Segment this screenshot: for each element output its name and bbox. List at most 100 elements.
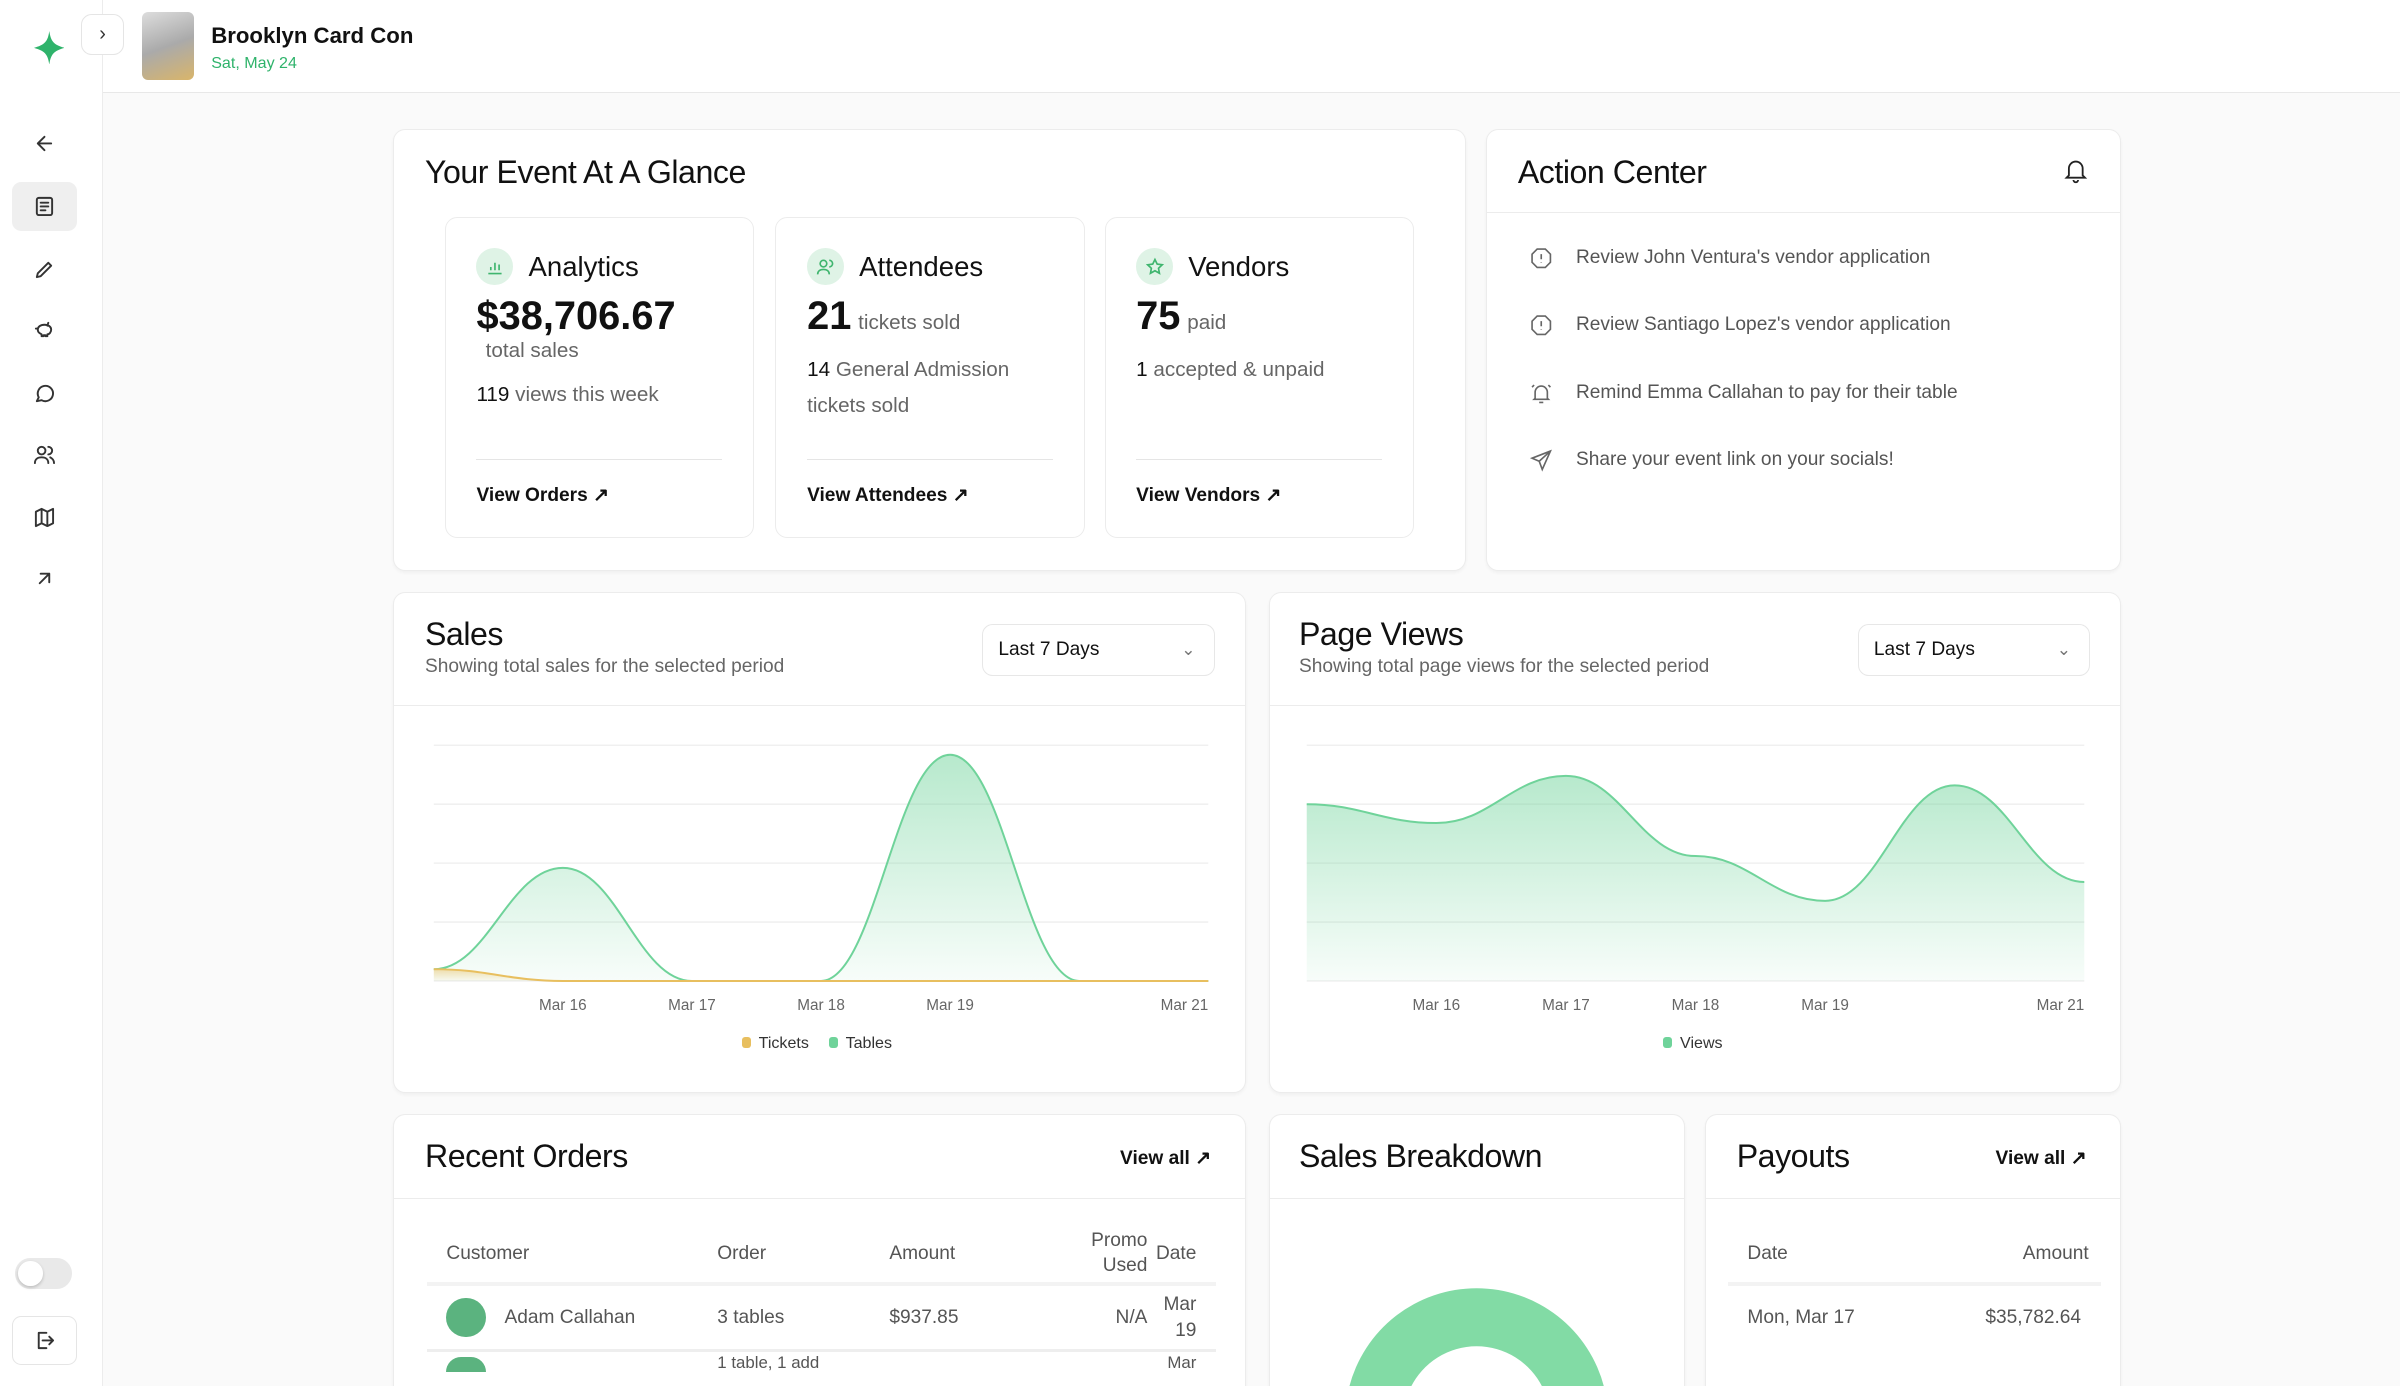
legend-item[interactable]: Views	[1663, 1034, 1723, 1053]
view-all-label: View all	[1995, 1147, 2066, 1169]
logout-icon[interactable]	[12, 1316, 77, 1366]
sales-breakdown-card: Sales Breakdown	[1268, 1114, 1686, 1386]
pencil-icon[interactable]	[12, 245, 76, 294]
header: › Brooklyn Card Con Sat, May 24	[81, 0, 2400, 94]
expand-sidebar-button[interactable]: ›	[81, 13, 124, 56]
payouts-table: Date Amount Mon, Mar 17 $35,782.64	[1727, 1225, 2101, 1351]
action-center-title: Action Center	[1517, 154, 1707, 191]
view-attendees-link[interactable]: View Attendees ↗	[807, 458, 1054, 507]
series-line-views	[1306, 774, 2085, 902]
bell-ring-icon	[1530, 384, 1551, 403]
table-row[interactable]: Mon, Mar 17 $35,782.64	[1728, 1284, 2101, 1351]
col-amount: Amount	[889, 1242, 956, 1264]
legend-swatch	[1663, 1037, 1673, 1049]
action-item[interactable]: Review Santiago Lopez's vendor applicati…	[1529, 313, 1951, 337]
page-views-title: Page Views	[1298, 616, 1464, 653]
legend-label: Tables	[845, 1034, 893, 1053]
order-amount: $937.85	[889, 1306, 959, 1328]
arrow-up-right-icon: ↗	[1265, 484, 1282, 506]
sales-range-select[interactable]: Last 7 Days ⌄	[982, 623, 1215, 676]
x-tick-label: Mar 19	[927, 997, 975, 1013]
attendees-title: Attendees	[859, 250, 984, 282]
total-sales-value: $38,706.67	[476, 294, 676, 339]
legend-label: Views	[1680, 1034, 1723, 1053]
event-thumbnail[interactable]	[142, 12, 195, 80]
action-text: Share your event link on your socials!	[1575, 449, 1894, 471]
event-glance-card: Your Event At A Glance Analytics $38,706…	[393, 128, 1467, 571]
view-vendors-label: View Vendors	[1136, 484, 1261, 506]
ga-value: 14	[807, 357, 831, 381]
divider	[1269, 1197, 1685, 1199]
vendors-title: Vendors	[1188, 250, 1290, 282]
action-item[interactable]: Share your event link on your socials!	[1529, 448, 1894, 472]
col-promo: Promo Used	[1091, 1230, 1148, 1276]
legend-item[interactable]: Tables	[828, 1034, 893, 1053]
divider	[1269, 705, 2121, 706]
col-date: Date	[1155, 1242, 1197, 1264]
payouts-view-all-link[interactable]: View all ↗	[1996, 1146, 2087, 1170]
view-all-label: View all	[1120, 1147, 1190, 1169]
send-icon	[1529, 449, 1552, 472]
arrow-up-right-icon: ↗	[1195, 1147, 1212, 1169]
recent-orders-title: Recent Orders	[424, 1138, 628, 1175]
back-arrow-icon[interactable]	[12, 119, 76, 168]
table-row[interactable]: Adam Callahan 3 tables $937.85 N/A Mar 1…	[426, 1284, 1217, 1351]
avatar	[446, 1297, 487, 1338]
payouts-card: Payouts View all ↗ Date Amount Mon, Mar …	[1705, 1114, 2122, 1386]
event-date: Sat, May 24	[211, 53, 297, 72]
page-views-legend: Views	[1663, 1034, 1723, 1053]
unpaid-label: accepted & unpaid	[1153, 357, 1325, 381]
x-tick-label: Mar 21	[1161, 997, 1209, 1013]
divider	[1487, 212, 2121, 213]
sales-legend: Tickets Tables	[741, 1034, 893, 1053]
users-icon[interactable]	[12, 430, 76, 479]
order-promo: N/A	[1115, 1306, 1148, 1328]
unpaid-value: 1	[1136, 357, 1148, 381]
view-orders-label: View Orders	[476, 484, 588, 506]
col-customer: Customer	[446, 1242, 530, 1264]
sales-chart: Mar 16 Mar 17 Mar 18 Mar 19 Mar 21	[434, 744, 1209, 1013]
alert-octagon-icon	[1530, 248, 1551, 269]
map-icon[interactable]	[12, 493, 76, 542]
arrow-up-right-icon[interactable]	[12, 554, 76, 603]
analytics-card: Analytics $38,706.67 total sales 119 vie…	[444, 216, 755, 539]
order-desc: 3 tables	[717, 1306, 785, 1328]
piggy-bank-icon[interactable]	[12, 306, 76, 355]
series-area-tickets	[434, 968, 1209, 981]
vendors-card: Vendors 75 paid 1 accepted & unpaid View…	[1104, 216, 1414, 539]
bell-icon[interactable]	[2062, 157, 2090, 192]
action-item[interactable]: Review John Ventura's vendor application	[1529, 246, 1930, 270]
series-area-views	[1306, 775, 2085, 981]
view-vendors-link[interactable]: View Vendors ↗	[1136, 458, 1383, 507]
theme-toggle[interactable]	[15, 1258, 72, 1289]
arrow-up-right-icon: ↗	[593, 484, 610, 506]
users-icon	[807, 248, 844, 286]
legend-item[interactable]: Tickets	[741, 1034, 809, 1053]
page-views-range-select[interactable]: Last 7 Days ⌄	[1857, 623, 2091, 676]
avatar	[446, 1357, 487, 1373]
page-views-card: Page Views Showing total page views for …	[1268, 592, 2122, 1093]
series-area-tables	[434, 754, 1209, 981]
sales-card: Sales Showing total sales for the select…	[393, 592, 1246, 1093]
col-order: Order	[717, 1242, 767, 1264]
chevron-down-icon: ⌄	[2056, 639, 2071, 659]
recent-orders-card: Recent Orders View all ↗ Customer Order …	[393, 1114, 1246, 1386]
logo-icon[interactable]	[33, 30, 65, 72]
legend-label: Tickets	[758, 1034, 809, 1053]
x-tick-label: Mar 21	[2037, 997, 2085, 1013]
donut-segment	[1349, 1288, 1604, 1386]
orders-view-all-link[interactable]: View all ↗	[1120, 1146, 1211, 1170]
x-tick-label: Mar 17	[669, 997, 717, 1013]
view-orders-link[interactable]: View Orders ↗	[476, 458, 723, 507]
col-date: Date	[1747, 1242, 1788, 1264]
total-sales-label: total sales	[485, 339, 579, 363]
attendees-card: Attendees 21 tickets sold 14 General Adm…	[775, 216, 1085, 539]
payout-date: Mon, Mar 17	[1747, 1307, 1855, 1329]
table-row[interactable]: 1 table, 1 add Mar	[427, 1351, 1217, 1373]
arrow-up-right-icon: ↗	[952, 484, 969, 506]
list-icon[interactable]	[12, 182, 77, 232]
action-item[interactable]: Remind Emma Callahan to pay for their ta…	[1529, 381, 1958, 405]
message-icon[interactable]	[12, 369, 76, 418]
table-header: Customer Order Amount Promo Used Date	[426, 1225, 1217, 1284]
analytics-title: Analytics	[528, 250, 639, 282]
